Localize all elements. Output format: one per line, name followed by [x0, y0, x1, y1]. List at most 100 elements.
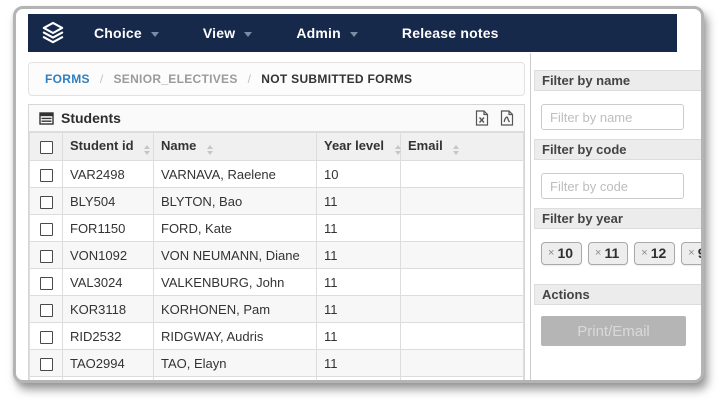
cell-email — [400, 376, 524, 380]
remove-icon[interactable]: × — [641, 247, 648, 259]
panel-title: Students — [61, 110, 121, 126]
nav-item-release-notes[interactable]: Release notes — [402, 25, 499, 41]
filter-by-name-header: Filter by name — [534, 70, 701, 91]
breadcrumb-separator: / — [247, 72, 252, 86]
table-header-row: Student id Name Year level Email — [29, 132, 524, 161]
column-header-name[interactable]: Name — [153, 132, 317, 161]
column-header-year-level[interactable]: Year level — [316, 132, 401, 161]
cell-year-level: 11 — [316, 187, 401, 215]
table-row-partial — [29, 376, 524, 380]
excel-export-icon[interactable] — [475, 110, 489, 126]
table-row: VAL3024 VALKENBURG, John 11 — [29, 268, 524, 296]
chevron-down-icon — [349, 31, 358, 37]
cell-name: VON NEUMANN, Diane — [153, 241, 317, 269]
cell-student-id: RID2532 — [62, 322, 154, 350]
row-checkbox[interactable] — [39, 249, 53, 263]
top-navbar: Choice View Admin Release notes — [28, 14, 677, 52]
nav-item-label: Release notes — [401, 25, 499, 41]
actions-header: Actions — [534, 284, 701, 305]
nav-item-label: Choice — [94, 25, 142, 41]
cell-student-id: VON1092 — [62, 241, 154, 269]
year-tag-label: 12 — [650, 245, 667, 261]
cell-student-id: BLY504 — [62, 187, 154, 215]
cell-name: VARNAVA, Raelene — [153, 160, 317, 188]
table-icon — [39, 111, 54, 125]
cell-name: VALKENBURG, John — [153, 268, 317, 296]
year-filter-tags: × 10 × 11 × 12 × 9 — [541, 242, 701, 265]
remove-icon[interactable]: × — [595, 247, 602, 259]
breadcrumb-link-senior-electives[interactable]: SENIOR_ELECTIVES — [113, 72, 238, 86]
cell-name: FORD, Kate — [153, 214, 317, 242]
row-checkbox[interactable] — [39, 330, 53, 344]
year-tag-12[interactable]: × 12 — [634, 242, 676, 265]
nav-item-view[interactable]: View — [202, 25, 253, 41]
breadcrumb-separator: / — [99, 72, 104, 86]
cell-email — [400, 349, 524, 377]
row-checkbox[interactable] — [39, 276, 53, 290]
cell-year-level: 11 — [316, 214, 401, 242]
filter-by-year-header: Filter by year — [534, 208, 701, 229]
column-label: Year level — [324, 138, 384, 153]
cell-email — [400, 160, 524, 188]
cell-email — [400, 214, 524, 242]
cell-student-id — [62, 376, 154, 380]
year-tag-label: 10 — [557, 245, 574, 261]
cell-year-level: 11 — [316, 268, 401, 296]
chevron-down-icon — [150, 31, 159, 37]
breadcrumb-current: NOT SUBMITTED FORMS — [261, 72, 413, 86]
chevron-down-icon — [244, 31, 253, 37]
table-row: VON1092 VON NEUMANN, Diane 11 — [29, 241, 524, 269]
filter-by-code-header: Filter by code — [534, 139, 701, 160]
year-tag-10[interactable]: × 10 — [541, 242, 583, 265]
table-row: BLY504 BLYTON, Bao 11 — [29, 187, 524, 215]
cell-email — [400, 241, 524, 269]
cell-name: BLYTON, Bao — [153, 187, 317, 215]
sort-icon — [453, 145, 460, 155]
column-header-email[interactable]: Email — [400, 132, 524, 161]
year-tag-11[interactable]: × 11 — [588, 242, 629, 265]
select-all-checkbox[interactable] — [39, 141, 53, 155]
nav-item-label: View — [202, 25, 236, 41]
year-tag-label: 11 — [604, 245, 620, 261]
row-checkbox[interactable] — [39, 357, 53, 371]
row-checkbox[interactable] — [39, 168, 53, 182]
filter-by-name-input[interactable] — [541, 104, 684, 130]
column-header-student-id[interactable]: Student id — [62, 132, 154, 161]
nav-item-admin[interactable]: Admin — [296, 25, 358, 41]
nav-item-choice[interactable]: Choice — [94, 25, 159, 41]
students-panel-titlebar: Students — [29, 105, 524, 132]
cell-student-id: KOR3118 — [62, 295, 154, 323]
cell-student-id: VAL3024 — [62, 268, 154, 296]
filter-by-code-input[interactable] — [541, 173, 684, 199]
sort-icon — [144, 145, 151, 155]
cell-email — [400, 187, 524, 215]
cell-email — [400, 268, 524, 296]
layers-icon — [38, 18, 68, 48]
column-label: Name — [161, 138, 197, 153]
table-row: FOR1150 FORD, Kate 11 — [29, 214, 524, 242]
print-email-button[interactable]: Print/Email — [541, 316, 686, 346]
cell-name: TAO, Elayn — [153, 349, 317, 377]
cell-email — [400, 295, 524, 323]
table-row: TAO2994 TAO, Elayn 11 — [29, 349, 524, 377]
cell-name: RIDGWAY, Audris — [153, 322, 317, 350]
row-checkbox[interactable] — [39, 222, 53, 236]
cell-name — [153, 376, 317, 380]
breadcrumb-link-forms[interactable]: FORMS — [45, 72, 90, 86]
row-checkbox[interactable] — [39, 303, 53, 317]
cell-year-level: 11 — [316, 322, 401, 350]
table-row: VAR2498 VARNAVA, Raelene 10 — [29, 160, 524, 188]
column-label: Student id — [70, 138, 134, 153]
students-panel: Students — [28, 104, 525, 380]
sort-icon — [207, 145, 214, 155]
remove-icon[interactable]: × — [548, 247, 555, 259]
row-checkbox[interactable] — [39, 195, 53, 209]
breadcrumb: FORMS / SENIOR_ELECTIVES / NOT SUBMITTED… — [28, 62, 525, 96]
column-label: Email — [408, 138, 443, 153]
pdf-export-icon[interactable] — [500, 110, 514, 126]
cell-year-level: 11 — [316, 349, 401, 377]
sort-icon — [394, 145, 401, 155]
year-tag-9[interactable]: × 9 — [681, 242, 701, 265]
remove-icon[interactable]: × — [688, 247, 695, 259]
table-row: RID2532 RIDGWAY, Audris 11 — [29, 322, 524, 350]
